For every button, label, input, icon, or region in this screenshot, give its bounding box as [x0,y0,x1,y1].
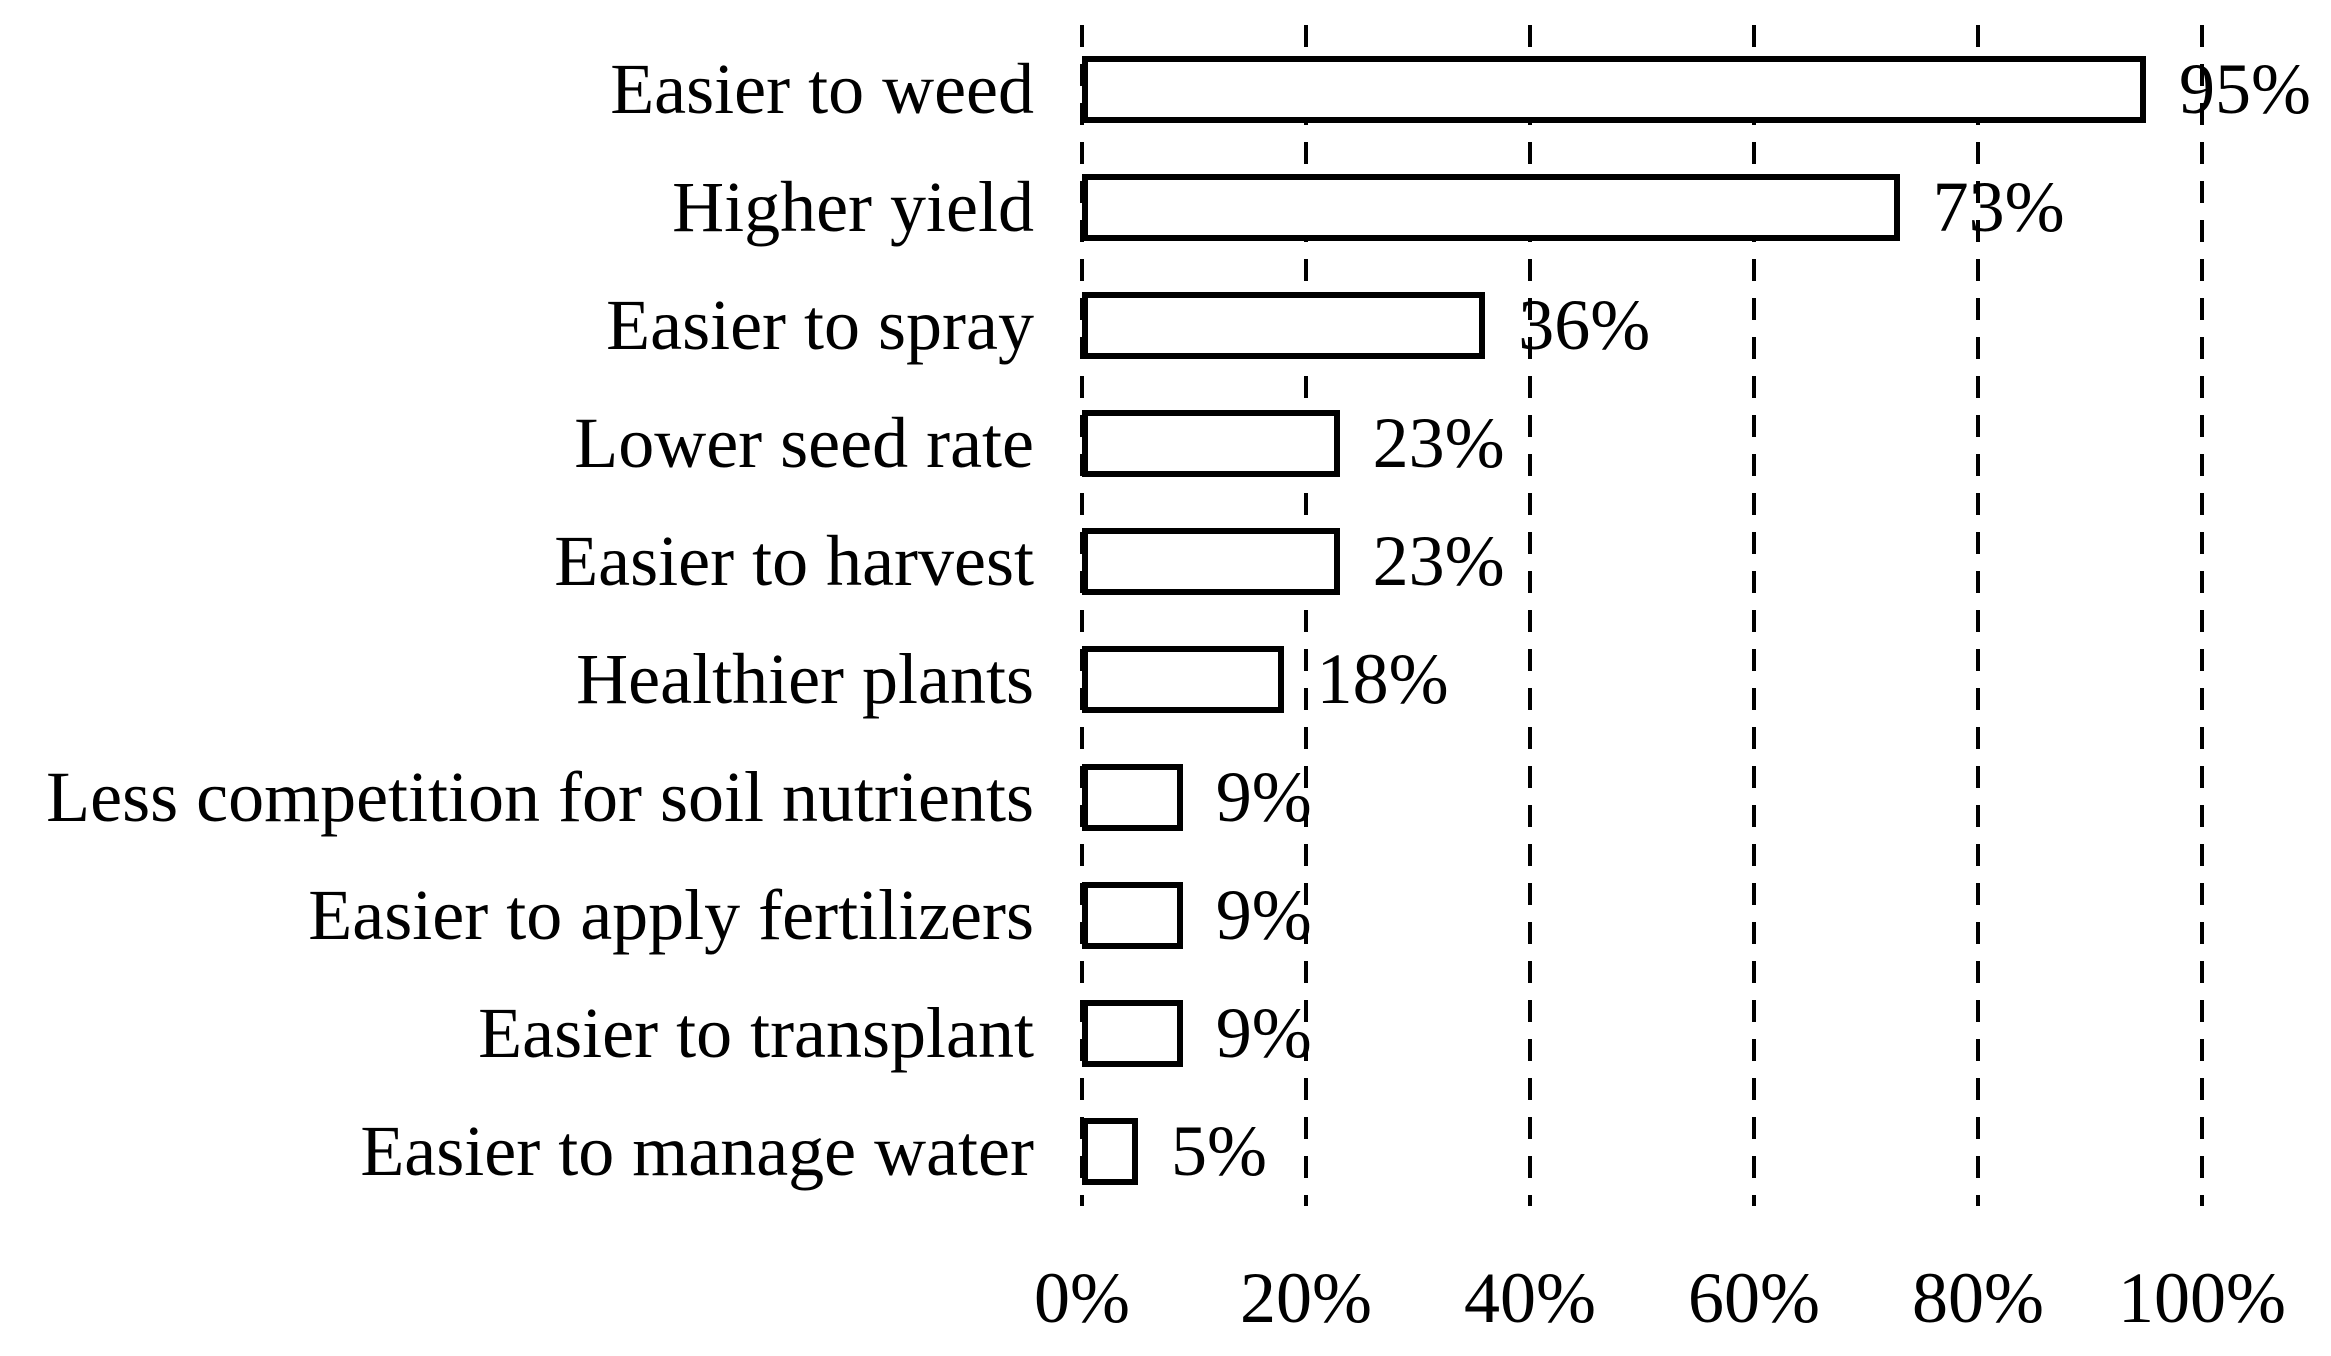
chart-row: Lower seed rate 23% [0,384,2331,502]
x-axis-tick-label: 100% [2118,1258,2286,1338]
value-label: 9% [1215,875,1312,955]
chart-row: Healthier plants 18% [0,620,2331,738]
category-label: Less competition for soil nutrients [46,757,1034,837]
chart-row: Higher yield 73% [0,148,2331,266]
category-label: Easier to harvest [554,521,1034,601]
category-label-cell: Less competition for soil nutrients [0,761,1082,833]
value-label: 73% [1932,167,2065,247]
value-label: 9% [1215,993,1312,1073]
value-label: 23% [1372,521,1505,601]
category-label: Lower seed rate [574,403,1034,483]
value-label: 95% [2179,49,2311,129]
bar [1082,999,1183,1067]
category-label-cell: Easier to manage water [0,1115,1082,1187]
chart-row: Easier to transplant 9% [0,974,2331,1092]
value-label: 18% [1316,639,1449,719]
value-label: 36% [1518,285,1651,365]
chart-row: Easier to harvest 23% [0,502,2331,620]
bar [1082,409,1340,477]
category-label-cell: Easier to transplant [0,997,1082,1069]
chart-row: Easier to manage water 5% [0,1092,2331,1210]
category-label: Easier to weed [610,49,1034,129]
x-axis-tick-label: 40% [1464,1258,1596,1338]
category-label: Easier to apply fertilizers [308,875,1034,955]
category-label: Healthier plants [576,639,1034,719]
bar [1082,173,1900,241]
gridline [1528,25,1532,1206]
category-label-cell: Lower seed rate [0,407,1082,479]
x-axis-tick-label: 20% [1240,1258,1372,1338]
category-label-cell: Higher yield [0,171,1082,243]
bar [1082,881,1183,949]
chart-row: Easier to spray 36% [0,266,2331,384]
x-axis-tick-label: 80% [1912,1258,2044,1338]
category-label: Easier to transplant [478,993,1034,1073]
chart-rows: Easier to weed 95% Higher yield 73% Easi… [0,30,2331,1210]
bar [1082,527,1340,595]
chart-row: Less competition for soil nutrients 9% [0,738,2331,856]
bar [1082,55,2146,123]
x-axis: 0% 20% 40% 60% 80% 100% [0,1262,2331,1342]
chart-row: Easier to weed 95% [0,30,2331,148]
chart-row: Easier to apply fertilizers 9% [0,856,2331,974]
bar [1082,763,1183,831]
gridline [1976,25,1980,1206]
value-label: 9% [1215,757,1312,837]
gridline [1080,25,1084,1206]
x-axis-tick-label: 60% [1688,1258,1820,1338]
bar [1082,1117,1138,1185]
bar [1082,291,1486,359]
bar [1082,645,1284,713]
category-label-cell: Easier to weed [0,53,1082,125]
category-label: Easier to manage water [360,1111,1034,1191]
category-label-cell: Easier to harvest [0,525,1082,597]
category-label: Higher yield [672,167,1034,247]
category-label-cell: Healthier plants [0,643,1082,715]
category-label-cell: Easier to spray [0,289,1082,361]
category-label-cell: Easier to apply fertilizers [0,879,1082,951]
category-label: Easier to spray [606,285,1034,365]
gridline [1752,25,1756,1206]
x-axis-tick-label: 0% [1034,1258,1130,1338]
value-label: 5% [1171,1111,1267,1191]
gridline [2200,25,2204,1206]
value-label: 23% [1372,403,1505,483]
gridline [1304,25,1308,1206]
